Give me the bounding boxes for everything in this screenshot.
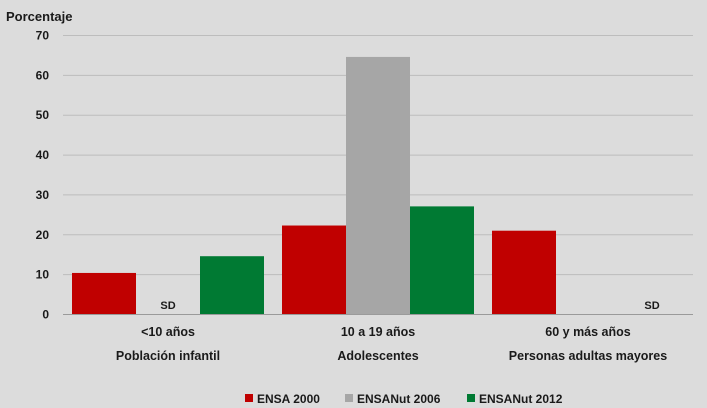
legend-swatch — [467, 394, 475, 402]
legend-label: ENSANut 2006 — [357, 392, 441, 406]
y-tick-label: 60 — [36, 68, 50, 82]
missing-data-label: SD — [160, 300, 175, 312]
y-tick-label: 10 — [36, 268, 50, 282]
legend-swatch — [245, 394, 253, 402]
bars: SD SD — [72, 56, 660, 315]
y-tick-label: 0 — [42, 308, 49, 322]
bar — [282, 225, 346, 314]
y-tick-label: 70 — [36, 29, 50, 43]
y-tick-label: 50 — [36, 108, 50, 122]
y-axis-label: Porcentaje — [6, 9, 72, 24]
y-tick-labels: 0 10 20 30 40 50 60 70 — [36, 29, 50, 322]
y-tick-label: 20 — [36, 228, 50, 242]
bar — [346, 56, 410, 315]
y-tick-label: 40 — [36, 148, 50, 162]
bar — [72, 272, 136, 314]
x-tick-label: 60 y más años — [545, 325, 631, 339]
legend: ENSA 2000 ENSANut 2006 ENSANut 2012 — [245, 392, 563, 406]
bar — [410, 206, 474, 314]
missing-data-label: SD — [644, 300, 659, 312]
y-tick-label: 30 — [36, 188, 50, 202]
x-category-sublabel: Adolescentes — [337, 349, 418, 363]
bar — [492, 230, 556, 314]
x-tick-labels: <10 años Población infantil 10 a 19 años Ad… — [116, 325, 667, 363]
legend-label: ENSANut 2012 — [479, 392, 563, 406]
legend-swatch — [345, 394, 353, 402]
x-category-sublabel: Personas adultas mayores — [509, 349, 667, 363]
bar — [200, 256, 264, 314]
legend-label: ENSA 2000 — [257, 392, 320, 406]
x-tick-label: 10 a 19 años — [341, 325, 415, 339]
x-category-sublabel: Población infantil — [116, 349, 220, 363]
x-tick-label: <10 años — [141, 325, 195, 339]
